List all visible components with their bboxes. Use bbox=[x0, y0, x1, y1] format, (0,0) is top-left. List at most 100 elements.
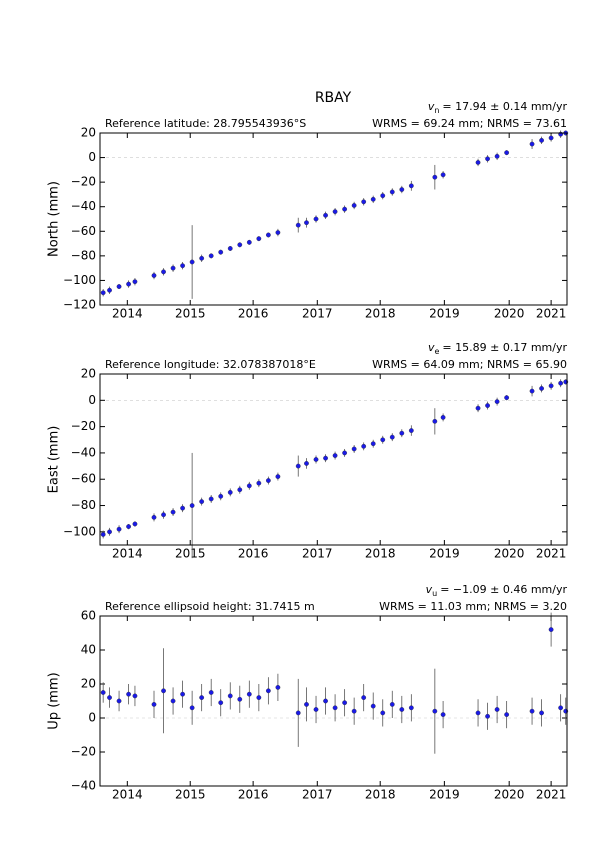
data-point bbox=[399, 707, 405, 712]
y-tick-label: −120 bbox=[63, 298, 96, 312]
y-tick-label: −20 bbox=[71, 745, 96, 759]
data-point bbox=[304, 220, 309, 226]
data-point bbox=[361, 199, 367, 205]
data-point bbox=[256, 480, 262, 486]
data-point bbox=[361, 695, 367, 700]
data-point bbox=[380, 437, 386, 443]
reference-annotation: Reference latitude: 28.795543936°S bbox=[105, 117, 306, 130]
x-tick-label: 2014 bbox=[112, 307, 143, 321]
reference-annotation: Reference longitude: 32.078387018°E bbox=[105, 358, 316, 371]
data-point bbox=[218, 493, 224, 499]
data-point bbox=[323, 455, 328, 461]
data-point bbox=[380, 710, 386, 716]
y-axis-label: Up (mm) bbox=[47, 672, 62, 729]
data-point bbox=[100, 290, 106, 296]
data-point bbox=[275, 230, 281, 235]
data-point bbox=[323, 212, 328, 218]
data-point bbox=[132, 521, 138, 527]
data-point bbox=[116, 698, 122, 704]
data-point bbox=[161, 269, 166, 275]
y-axis-label: East (mm) bbox=[47, 426, 62, 494]
data-point bbox=[323, 698, 328, 704]
data-point bbox=[189, 705, 195, 711]
data-point bbox=[199, 255, 205, 261]
velocity-text: = 17.94 ± 0.14 mm/yr bbox=[442, 100, 567, 113]
data-point bbox=[208, 253, 214, 259]
data-point bbox=[440, 415, 446, 420]
x-tick-label: 2020 bbox=[494, 788, 525, 802]
data-point bbox=[408, 428, 414, 433]
data-point bbox=[342, 206, 348, 212]
x-tick-label: 2015 bbox=[175, 307, 206, 321]
data-point bbox=[539, 137, 544, 143]
velocity-symbol: v bbox=[428, 100, 435, 113]
data-point bbox=[151, 514, 157, 520]
x-tick-label: 2021 bbox=[536, 788, 567, 802]
y-tick-label: 0 bbox=[88, 711, 96, 725]
y-tick-label: 20 bbox=[81, 677, 96, 691]
data-point bbox=[351, 708, 357, 714]
velocity-subscript: n bbox=[434, 106, 439, 115]
velocity-text: = 15.89 ± 0.17 mm/yr bbox=[442, 341, 567, 354]
data-point bbox=[332, 209, 338, 215]
data-point bbox=[475, 160, 481, 165]
data-point bbox=[100, 690, 106, 695]
data-point bbox=[529, 388, 535, 394]
x-tick-label: 2016 bbox=[238, 788, 269, 802]
data-point bbox=[170, 509, 176, 515]
data-point bbox=[389, 702, 395, 707]
x-tick-label: 2019 bbox=[429, 307, 460, 321]
data-point bbox=[180, 505, 185, 511]
y-tick-label: 40 bbox=[81, 643, 96, 657]
data-point bbox=[151, 702, 157, 707]
x-tick-label: 2016 bbox=[238, 547, 269, 561]
x-tick-label: 2019 bbox=[429, 547, 460, 561]
x-tick-label: 2020 bbox=[494, 307, 525, 321]
data-point bbox=[208, 690, 214, 695]
data-point bbox=[380, 193, 386, 199]
data-point bbox=[189, 503, 195, 508]
velocity-subscript: u bbox=[432, 589, 437, 598]
data-point bbox=[332, 453, 338, 458]
data-point bbox=[432, 174, 438, 180]
velocity-annotation: ve = 15.89 ± 0.17 mm/yr bbox=[428, 341, 567, 356]
data-point bbox=[170, 698, 176, 704]
stats-annotation: WRMS = 64.09 mm; NRMS = 65.90 bbox=[372, 358, 567, 371]
y-tick-label: −100 bbox=[63, 273, 96, 287]
data-point bbox=[256, 695, 262, 700]
data-point bbox=[132, 693, 138, 699]
x-tick-label: 2017 bbox=[302, 307, 333, 321]
data-point bbox=[227, 246, 233, 251]
x-tick-label: 2021 bbox=[536, 547, 567, 561]
velocity-symbol: v bbox=[426, 583, 433, 596]
data-point bbox=[100, 532, 106, 537]
x-tick-label: 2014 bbox=[112, 547, 143, 561]
data-point bbox=[529, 141, 535, 147]
y-tick-label: −40 bbox=[71, 779, 96, 793]
data-point bbox=[399, 187, 405, 192]
data-point bbox=[548, 135, 554, 141]
data-point bbox=[351, 446, 357, 452]
y-tick-label: −20 bbox=[71, 419, 96, 433]
data-point bbox=[548, 383, 554, 389]
data-point bbox=[399, 430, 405, 436]
velocity-text: = −1.09 ± 0.46 mm/yr bbox=[440, 583, 567, 596]
data-point bbox=[313, 216, 319, 222]
data-point bbox=[389, 434, 395, 440]
data-point bbox=[107, 695, 112, 700]
data-point bbox=[539, 710, 544, 716]
data-point bbox=[218, 700, 224, 706]
data-point bbox=[475, 710, 481, 716]
x-tick-label: 2018 bbox=[365, 547, 396, 561]
x-tick-label: 2018 bbox=[365, 788, 396, 802]
y-tick-label: 0 bbox=[88, 393, 96, 407]
data-point bbox=[265, 478, 271, 483]
y-tick-label: −40 bbox=[71, 199, 96, 213]
data-point bbox=[126, 281, 131, 287]
data-point bbox=[440, 172, 446, 178]
x-tick-label: 2017 bbox=[302, 547, 333, 561]
data-point bbox=[494, 399, 500, 405]
data-point bbox=[558, 380, 564, 386]
